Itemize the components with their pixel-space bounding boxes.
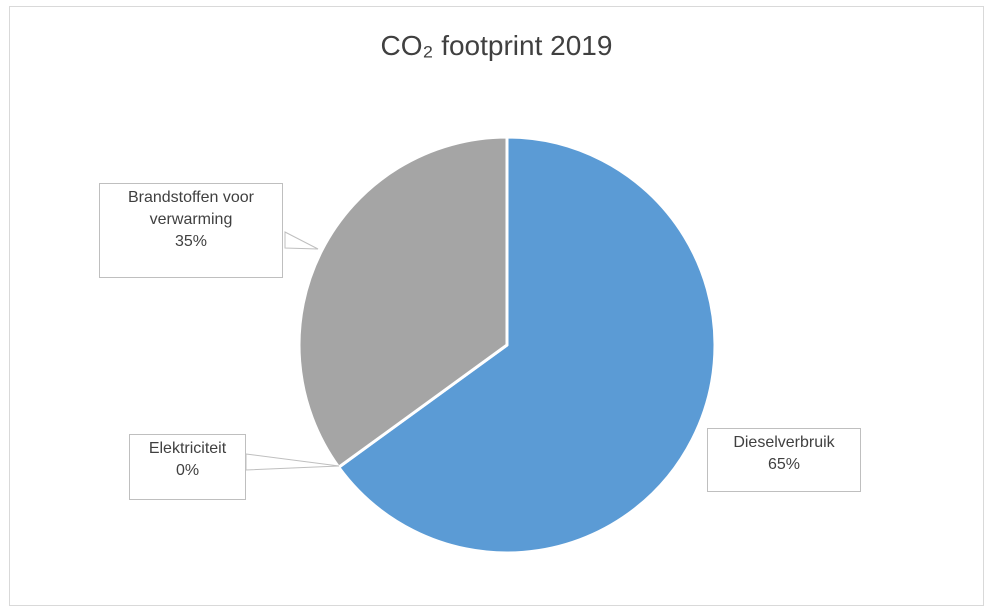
label-category-line2: verwarming: [149, 211, 233, 228]
label-category: Dieselverbruik: [733, 434, 835, 451]
leader-elektriciteit: [245, 453, 340, 471]
pie-slice-dieselverbruik: [337, 135, 717, 555]
label-value: 35%: [174, 233, 208, 250]
leader-brandstoffen: [284, 231, 319, 250]
data-label-dieselverbruik: Dieselverbruik 65%: [707, 428, 861, 492]
label-value: 65%: [767, 456, 801, 473]
label-value: 0%: [175, 462, 200, 479]
data-label-elektriciteit: Elektriciteit 0%: [129, 434, 246, 500]
label-category: Brandstoffen voor: [127, 189, 254, 206]
chart-title: CO₂ footprint 2019: [380, 30, 613, 61]
data-label-brandstoffen: Brandstoffen voor verwarming 35%: [99, 183, 283, 278]
label-category: Elektriciteit: [148, 440, 227, 457]
pie-slice-brandstoffen-voor-verwarming: [297, 135, 509, 469]
